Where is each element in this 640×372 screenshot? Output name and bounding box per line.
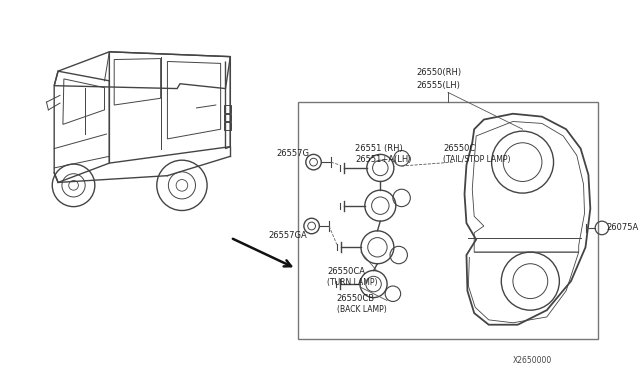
Text: 26550(RH): 26550(RH) bbox=[416, 68, 461, 77]
Text: X2650000: X2650000 bbox=[513, 356, 552, 365]
Bar bbox=[223, 122, 231, 130]
Text: 26550CB: 26550CB bbox=[337, 294, 375, 303]
Text: (TURN LAMP): (TURN LAMP) bbox=[327, 278, 378, 287]
Text: 26550CA: 26550CA bbox=[327, 267, 365, 276]
Text: (TAIL/STOP LAMP): (TAIL/STOP LAMP) bbox=[444, 155, 511, 164]
Bar bbox=[298, 102, 598, 339]
Text: 26555(LH): 26555(LH) bbox=[416, 81, 460, 90]
Text: (BACK LAMP): (BACK LAMP) bbox=[337, 305, 387, 314]
Text: 26551+A(LH): 26551+A(LH) bbox=[355, 155, 412, 164]
Text: 26075A: 26075A bbox=[607, 223, 639, 232]
Text: 26557GA: 26557GA bbox=[268, 231, 307, 240]
Text: 26551 (RH): 26551 (RH) bbox=[355, 144, 403, 153]
Bar bbox=[223, 114, 231, 122]
Bar bbox=[223, 105, 231, 113]
Text: 26557G: 26557G bbox=[276, 148, 310, 158]
Text: 26550C: 26550C bbox=[444, 144, 476, 153]
